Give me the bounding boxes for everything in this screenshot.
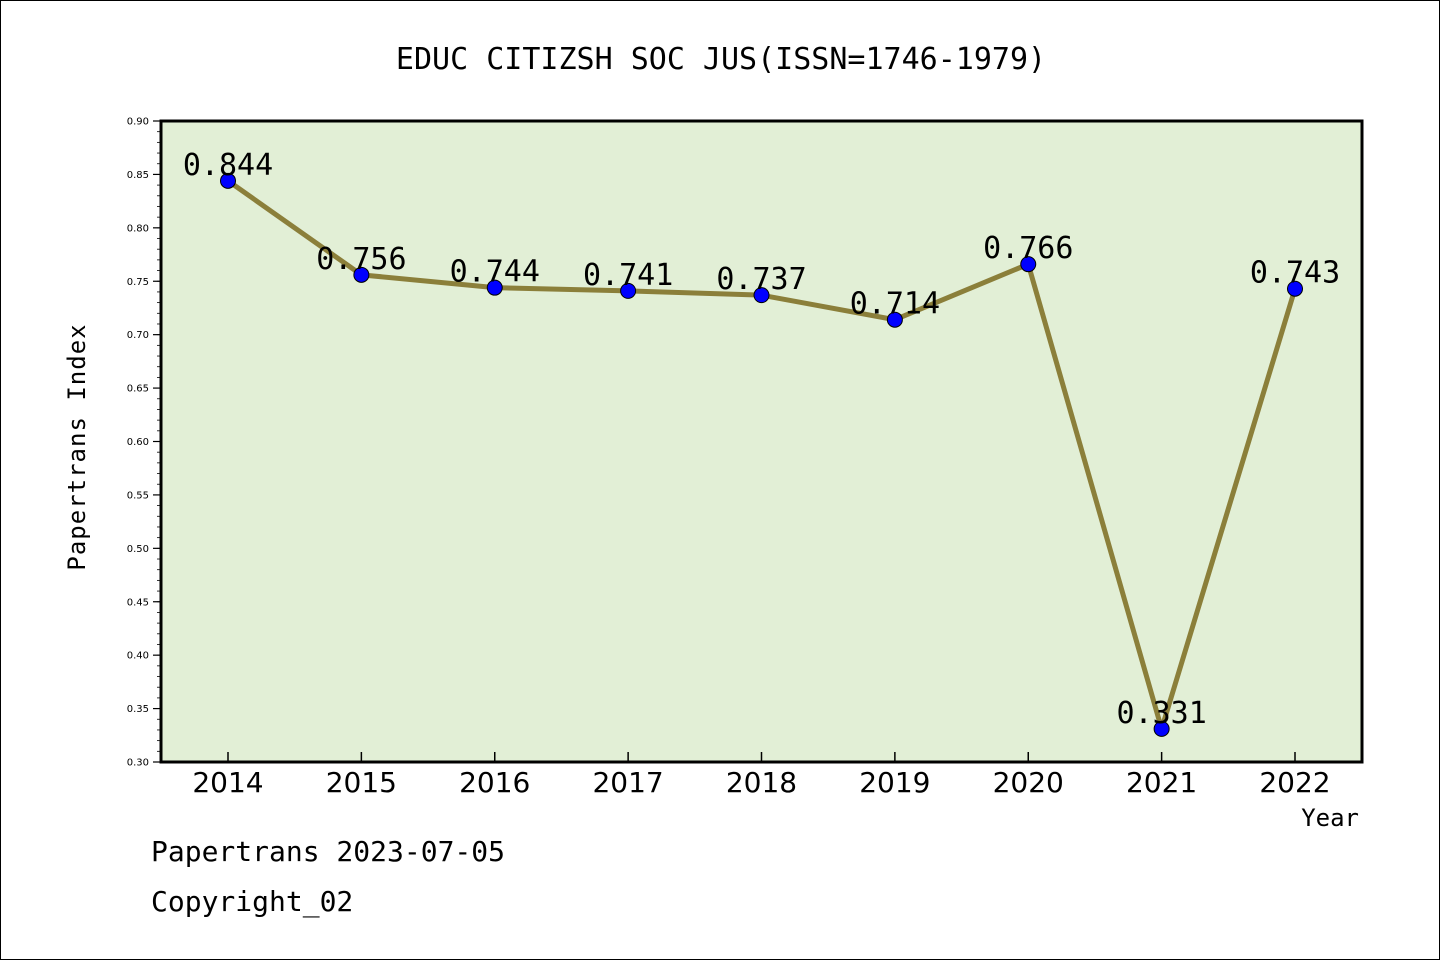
y-tick-label: 0.30	[127, 758, 149, 769]
x-tick-label: 2022	[1259, 766, 1330, 799]
data-point	[753, 287, 770, 304]
y-tick-label: 0.65	[127, 384, 149, 395]
data-label: 0.743	[1250, 256, 1340, 291]
data-point	[886, 311, 903, 328]
data-label: 0.741	[583, 258, 673, 293]
x-tick-label: 2018	[726, 766, 797, 799]
data-label: 0.766	[983, 231, 1073, 266]
data-label: 0.737	[716, 262, 806, 297]
y-tick-label: 0.35	[127, 704, 149, 715]
x-tick-label: 2015	[326, 766, 397, 799]
data-point	[220, 172, 236, 189]
y-axis-label: Papertrans Index	[63, 323, 91, 570]
data-point	[1153, 720, 1170, 737]
series-markers	[220, 172, 1303, 737]
data-label: 0.714	[850, 287, 940, 322]
x-tick-label: 2019	[859, 766, 930, 799]
footer-copyright: Copyright_02	[151, 885, 354, 918]
chart-title: EDUC CITIZSH SOC JUS(ISSN=1746-1979)	[396, 42, 1046, 77]
y-tick-label: 0.70	[127, 330, 149, 341]
y-tick-label: 0.60	[127, 437, 149, 448]
data-labels: 0.844 0.756 0.744 0.741 0.737 0.714 0.766 0.331…	[183, 148, 1340, 731]
data-label: 0.744	[450, 255, 540, 290]
data-label: 0.331	[1116, 696, 1206, 731]
y-tick-label: 0.40	[127, 651, 149, 662]
data-point	[1287, 280, 1303, 297]
data-label: 0.756	[316, 242, 406, 277]
data-point	[620, 282, 637, 299]
data-label: 0.844	[183, 148, 273, 183]
y-axis: 0.30 0.35 0.40 0.45 0.50 0.55 0.60 0.65 0.70 0.75…	[127, 117, 161, 769]
y-tick-label: 0.45	[127, 597, 149, 608]
footer-date: Papertrans 2023-07-05	[151, 835, 506, 868]
y-tick-label: 0.90	[127, 117, 149, 128]
x-tick-label: 2020	[993, 766, 1064, 799]
y-tick-label: 0.85	[127, 170, 149, 181]
y-tick-label: 0.80	[127, 223, 149, 234]
x-tick-label: 2014	[192, 766, 263, 799]
x-axis: 2014 2015 2016 2017 2018 2019 2020 2021 2022	[192, 752, 1331, 799]
data-point	[1020, 256, 1037, 273]
data-point	[486, 279, 503, 296]
x-tick-label: 2017	[592, 766, 663, 799]
x-tick-label: 2021	[1126, 766, 1197, 799]
plot-area	[159, 119, 1364, 764]
y-tick-label: 0.55	[127, 490, 149, 501]
y-tick-label: 0.50	[127, 544, 149, 555]
x-axis-label: Year	[1301, 804, 1359, 832]
x-tick-label: 2016	[459, 766, 530, 799]
y-tick-label: 0.75	[127, 277, 149, 288]
data-point	[353, 266, 370, 283]
